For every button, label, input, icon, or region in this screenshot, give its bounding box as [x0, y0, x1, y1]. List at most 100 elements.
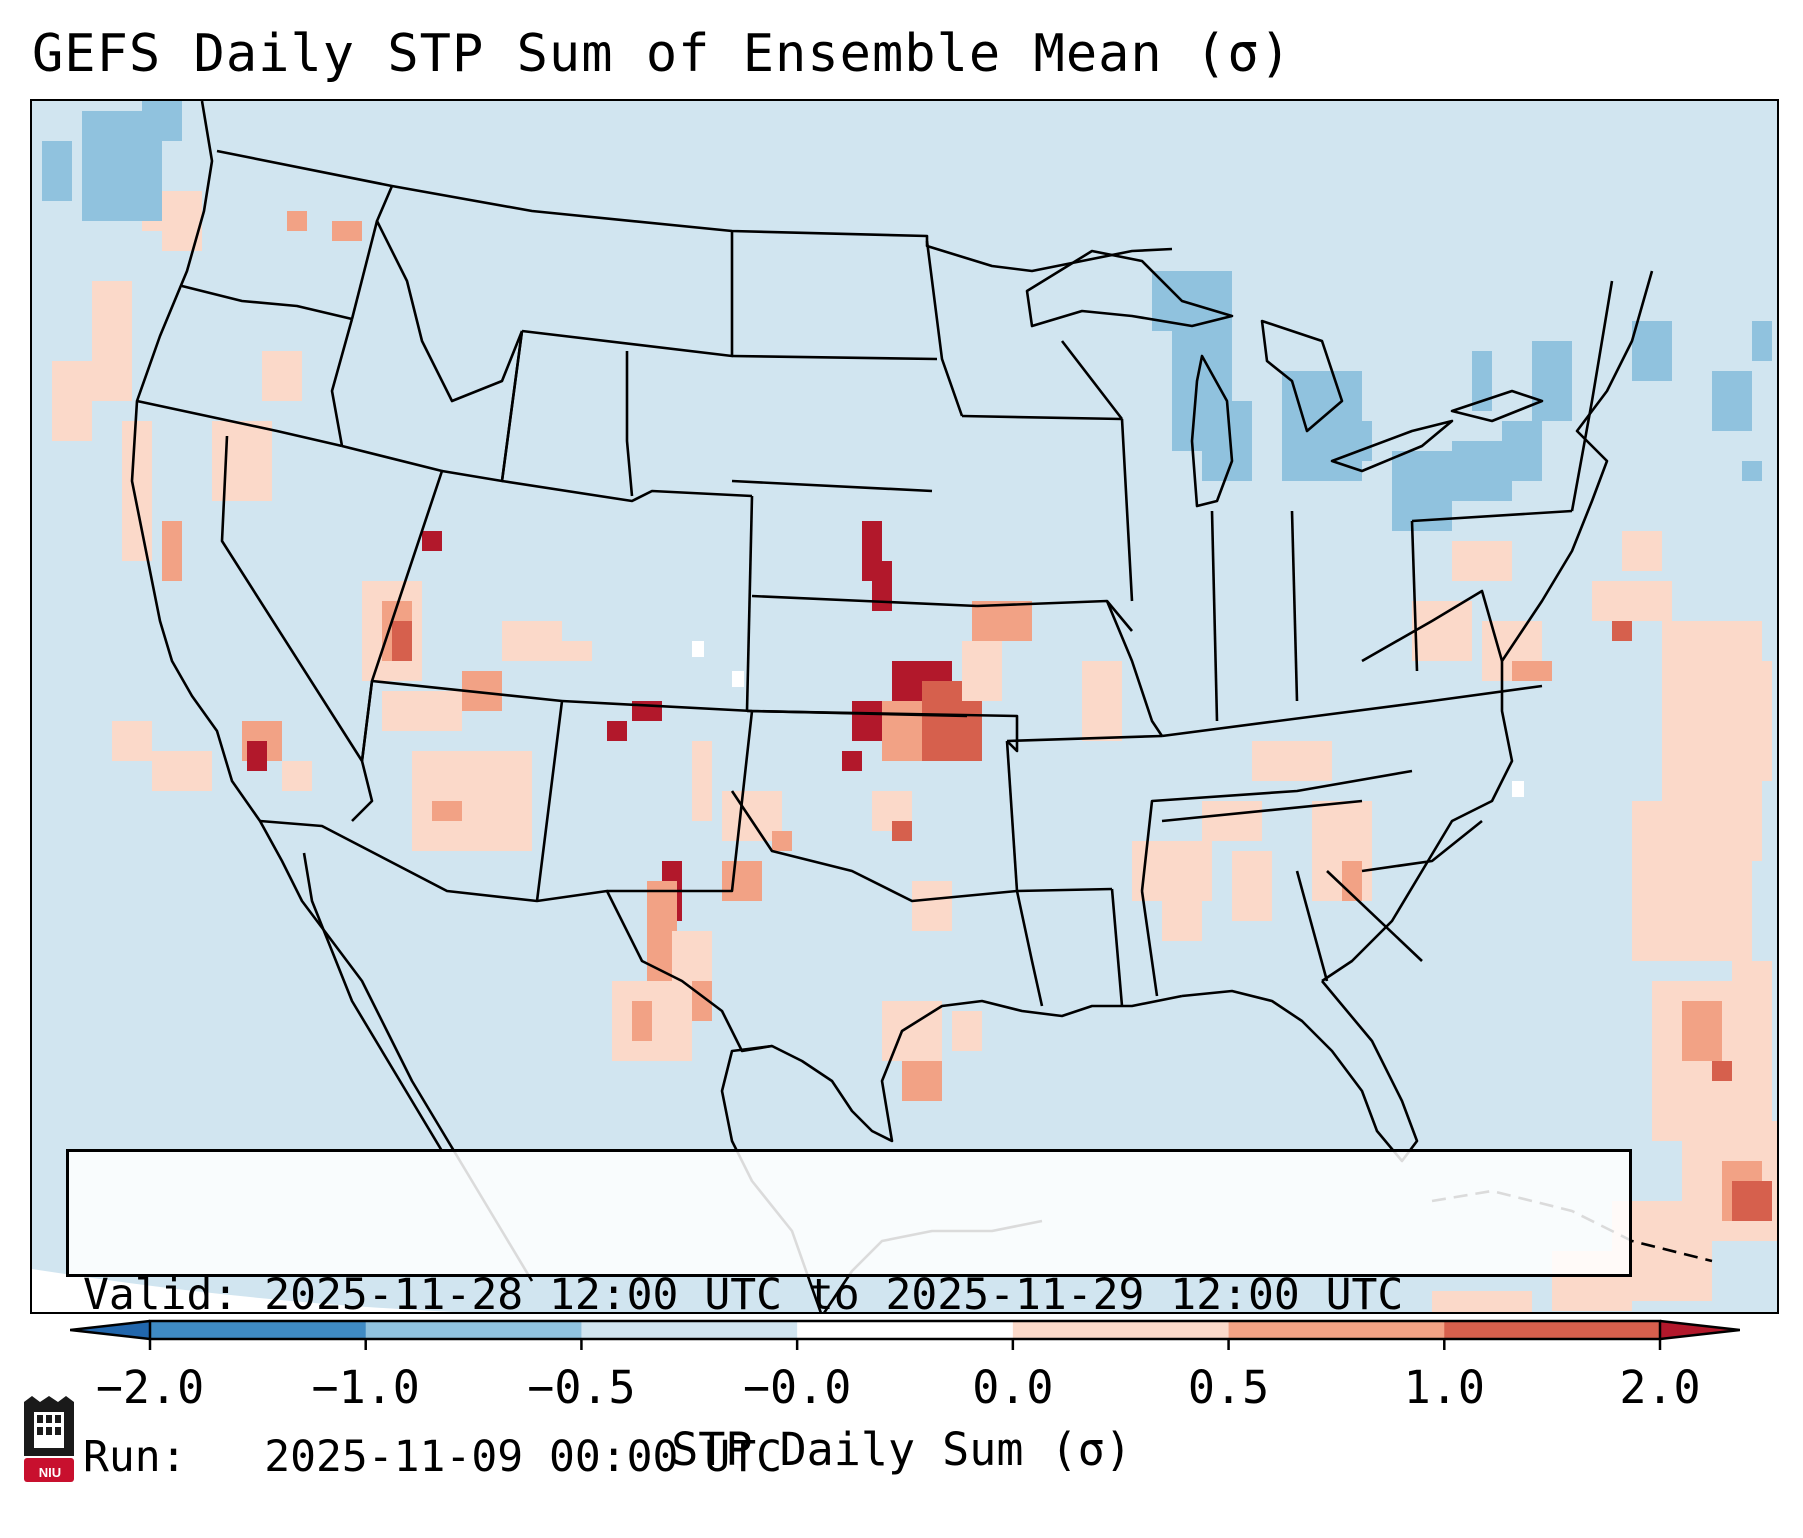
anomaly-cell-neutral — [692, 641, 704, 657]
anomaly-cell — [332, 221, 362, 241]
state-co-ks — [745, 495, 754, 712]
state-az-nm — [535, 700, 564, 902]
colorbar-under-arrow — [70, 1321, 150, 1339]
state-or-ca-nv — [136, 399, 343, 448]
anomaly-cell — [392, 621, 412, 661]
lake-superior — [1025, 249, 1234, 328]
anomaly-cell — [632, 1001, 652, 1041]
anomaly-cell — [852, 701, 882, 741]
anomaly-cell — [1612, 621, 1632, 641]
state-ne-ks — [751, 594, 978, 608]
anomaly-cell — [842, 751, 862, 771]
state-ut-az — [371, 679, 563, 703]
anomaly-cell — [1252, 741, 1332, 781]
colorbar-bin — [797, 1321, 1014, 1339]
state-ok-ar — [1005, 740, 1019, 892]
stp-map — [32, 101, 1777, 1312]
anomaly-cell — [607, 721, 627, 741]
lake-michigan — [1190, 354, 1234, 508]
anomaly-cell — [112, 721, 152, 761]
anomaly-cell — [122, 421, 152, 561]
state-ne-sd — [731, 479, 933, 493]
anomaly-cell — [892, 821, 912, 841]
colorbar-tick-label: −0.5 — [527, 1361, 636, 1414]
state-ks-ok — [746, 709, 1019, 753]
anomaly-cell — [1082, 661, 1122, 741]
state-mo-ar — [1006, 734, 1163, 743]
colorbar-tick-label: −2.0 — [95, 1361, 205, 1414]
anomaly-cell — [1432, 1291, 1532, 1312]
florida — [1181, 980, 1419, 1163]
anomaly-cell — [1502, 421, 1542, 481]
domain-edge — [32, 1269, 454, 1312]
anomaly-cell — [1472, 351, 1492, 411]
anomaly-cell — [282, 761, 312, 791]
state-mo-il — [1105, 600, 1164, 737]
anomaly-cell — [1712, 1061, 1732, 1081]
anomaly-cell — [722, 861, 762, 901]
anomaly-cell — [1632, 321, 1672, 381]
anomaly-cell — [902, 1061, 942, 1101]
state-al-ga — [1295, 870, 1329, 982]
colorbar-label: STP Daily Sum (σ) — [671, 1423, 1132, 1476]
state-in-oh — [1290, 510, 1299, 702]
anomaly-cell — [152, 751, 212, 791]
anomaly-cell — [692, 741, 712, 821]
anomaly-cell — [1682, 1001, 1722, 1061]
state-ar-la — [1016, 887, 1113, 893]
state-wv-va — [1361, 589, 1504, 663]
anomaly-cell-neutral — [732, 671, 744, 687]
anomaly-cell — [872, 561, 892, 611]
anomaly-cells — [42, 101, 1777, 1312]
state-il-in — [1210, 510, 1219, 722]
state-wa-id — [350, 220, 379, 320]
colorbar-tick-label: 0.0 — [972, 1361, 1054, 1414]
colorbar-bin — [1444, 1321, 1661, 1339]
colorbar-bin — [1228, 1321, 1445, 1339]
anomaly-cell-neutral — [1512, 781, 1524, 797]
state-nc-sc — [1361, 819, 1483, 873]
state-tn — [1161, 684, 1543, 738]
anomaly-cell — [262, 351, 302, 401]
anomaly-cell — [212, 421, 272, 501]
state-nv-az — [360, 680, 374, 762]
anomaly-cell — [772, 831, 792, 851]
anomaly-cell — [1452, 541, 1512, 581]
colorbar-bin — [581, 1321, 798, 1339]
valid-run-info-box: Valid: 2025-11-28 12:00 UTC to 2025-11-2… — [66, 1149, 1632, 1482]
state-tn-south — [1140, 769, 1413, 892]
anomaly-cell — [287, 211, 307, 231]
state-sd-nd — [731, 354, 938, 361]
state-oh-pa — [1410, 520, 1419, 672]
valid-time-line: Valid: 2025-11-28 12:00 UTC to 2025-11-2… — [83, 1270, 1404, 1320]
anomaly-cell — [247, 741, 267, 771]
anomaly-cell — [92, 281, 132, 401]
state-ny-ne — [1570, 280, 1614, 512]
colorbar-tick-label: −1.0 — [311, 1361, 420, 1414]
colorbar-over-arrow — [1660, 1321, 1740, 1339]
state-wa-or — [181, 284, 353, 321]
anomaly-cell — [1332, 421, 1372, 461]
anomaly-cell — [962, 641, 1002, 701]
state-nd-mn — [925, 240, 964, 417]
niu-logo-icon — [24, 1396, 74, 1482]
lake-huron — [1260, 319, 1344, 433]
anomaly-cell — [422, 531, 442, 551]
anomaly-cell — [412, 751, 532, 851]
state-la-ms — [1110, 888, 1124, 1007]
state-wy-co-ne — [500, 330, 634, 497]
baja-coast — [302, 852, 444, 1152]
niu-logo-text: NIU — [38, 1465, 62, 1480]
anomaly-cell — [1732, 1181, 1772, 1221]
anomaly-cell — [1162, 861, 1202, 941]
state-ms-al — [1140, 890, 1159, 997]
anomaly-cell — [1392, 451, 1452, 531]
state-nm-tx — [607, 710, 754, 893]
state-tx-la — [1015, 890, 1044, 1007]
map-panel[interactable] — [30, 99, 1779, 1314]
anomaly-cell — [1742, 461, 1762, 481]
anomaly-cell — [1512, 661, 1552, 681]
colorbar-bin — [365, 1321, 582, 1339]
west-coast — [130, 101, 534, 1282]
anomaly-cell — [162, 521, 182, 581]
